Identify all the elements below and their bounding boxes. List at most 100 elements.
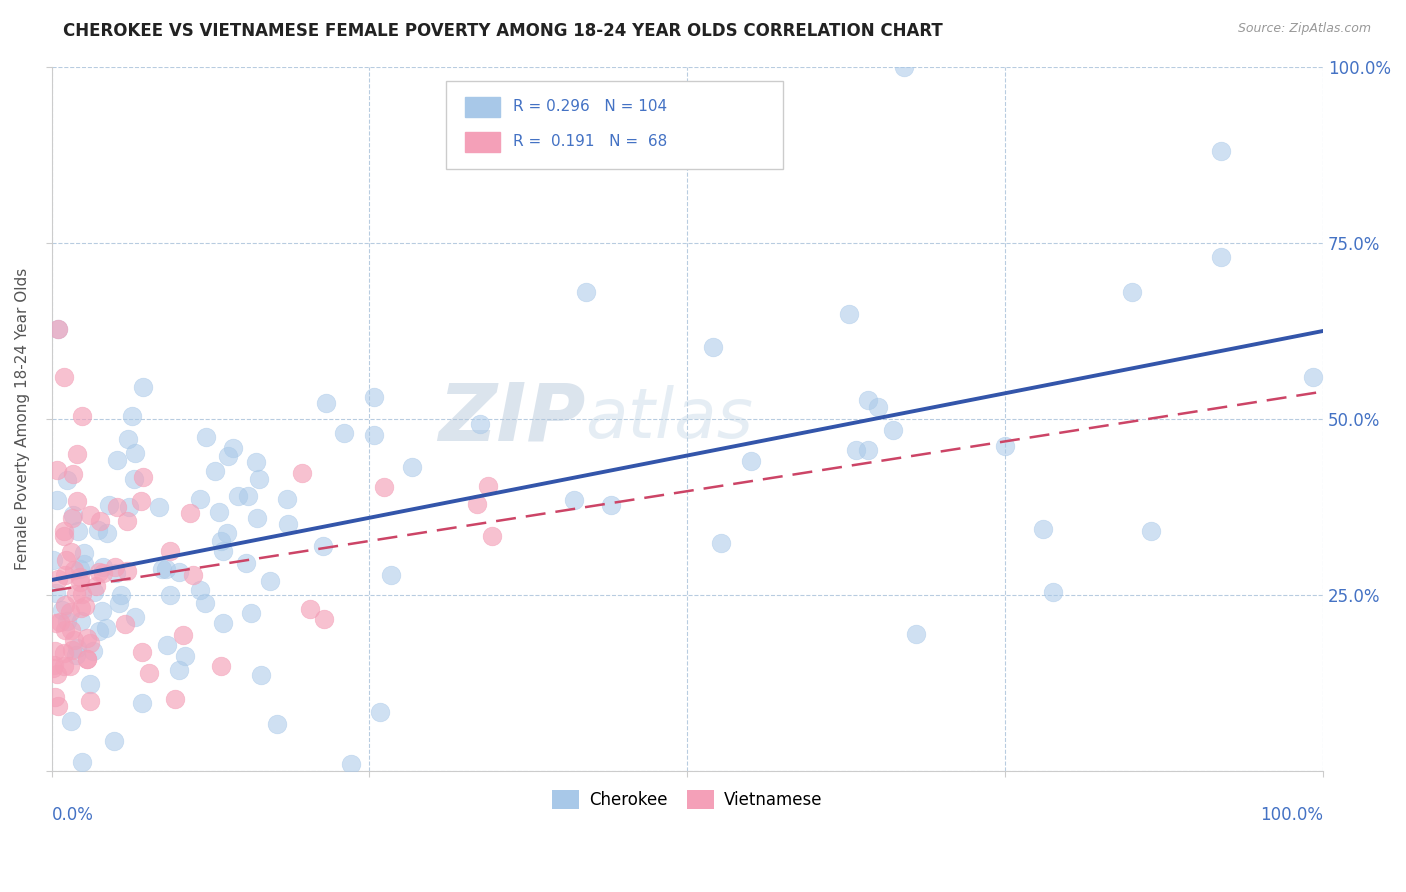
Point — [53, 369, 76, 384]
Point — [104, 560, 127, 574]
Point — [115, 514, 138, 528]
Point — [401, 459, 423, 474]
Point — [298, 602, 321, 616]
Point — [62, 508, 84, 523]
Point — [114, 616, 136, 631]
Point — [70, 600, 93, 615]
Point — [167, 566, 190, 580]
Point — [159, 543, 181, 558]
Point — [46, 463, 69, 477]
Point — [240, 607, 263, 621]
Point — [838, 307, 860, 321]
Point — [131, 697, 153, 711]
Point — [868, 400, 890, 414]
Point — [44, 690, 66, 705]
Point — [70, 755, 93, 769]
Point — [118, 500, 141, 514]
Point — [105, 500, 128, 514]
Point — [79, 636, 101, 650]
Point — [46, 322, 69, 336]
Point — [217, 449, 239, 463]
Point — [562, 492, 585, 507]
Bar — [465, 97, 501, 117]
Point — [905, 626, 928, 640]
Point — [1121, 285, 1143, 300]
Point — [44, 644, 66, 658]
Point — [373, 480, 395, 494]
Point — [84, 579, 107, 593]
Point — [104, 566, 127, 580]
Point — [477, 478, 499, 492]
Point — [156, 638, 179, 652]
Point — [194, 430, 217, 444]
Point — [79, 694, 101, 708]
Legend: Cherokee, Vietnamese: Cherokee, Vietnamese — [546, 783, 830, 815]
Point — [277, 517, 299, 532]
Point — [103, 733, 125, 747]
Point — [56, 473, 79, 487]
Point — [55, 614, 77, 628]
Point — [121, 409, 143, 423]
Point — [96, 526, 118, 541]
Point — [53, 646, 76, 660]
Point — [380, 567, 402, 582]
Point — [45, 666, 67, 681]
Point — [1302, 369, 1324, 384]
Point — [315, 396, 337, 410]
Point — [266, 716, 288, 731]
Point — [55, 568, 77, 582]
Point — [60, 511, 83, 525]
Point — [59, 605, 82, 619]
Point — [79, 677, 101, 691]
Text: CHEROKEE VS VIETNAMESE FEMALE POVERTY AMONG 18-24 YEAR OLDS CORRELATION CHART: CHEROKEE VS VIETNAMESE FEMALE POVERTY AM… — [63, 22, 943, 40]
Point — [117, 564, 139, 578]
Point — [87, 523, 110, 537]
Point — [481, 529, 503, 543]
Point — [42, 658, 65, 673]
Point — [76, 652, 98, 666]
Point — [247, 472, 270, 486]
Point — [215, 525, 238, 540]
Point — [66, 641, 89, 656]
Point — [204, 464, 226, 478]
Point — [173, 648, 195, 663]
Point — [108, 595, 131, 609]
Point — [276, 492, 298, 507]
Point — [249, 668, 271, 682]
Point — [236, 489, 259, 503]
Point — [72, 409, 94, 423]
Point — [55, 553, 77, 567]
Point — [129, 494, 152, 508]
Point — [87, 624, 110, 638]
Point — [167, 663, 190, 677]
Point — [132, 469, 155, 483]
Point — [59, 623, 82, 637]
Point — [66, 447, 89, 461]
Point — [65, 587, 87, 601]
Point — [89, 514, 111, 528]
Point — [59, 659, 82, 673]
Point — [163, 691, 186, 706]
Point — [710, 536, 733, 550]
Point — [188, 583, 211, 598]
Point — [51, 603, 73, 617]
Point — [148, 500, 170, 514]
Point — [212, 616, 235, 631]
Point — [600, 498, 623, 512]
Point — [124, 446, 146, 460]
Point — [363, 428, 385, 442]
Point — [172, 628, 194, 642]
Point — [845, 442, 868, 457]
Point — [53, 529, 76, 543]
Point — [856, 443, 879, 458]
Point — [209, 658, 232, 673]
Point — [1140, 524, 1163, 538]
Point — [882, 423, 904, 437]
Point — [226, 488, 249, 502]
Point — [96, 622, 118, 636]
Point — [235, 556, 257, 570]
Point — [740, 454, 762, 468]
Point — [45, 615, 67, 630]
Point — [105, 453, 128, 467]
Point — [97, 498, 120, 512]
